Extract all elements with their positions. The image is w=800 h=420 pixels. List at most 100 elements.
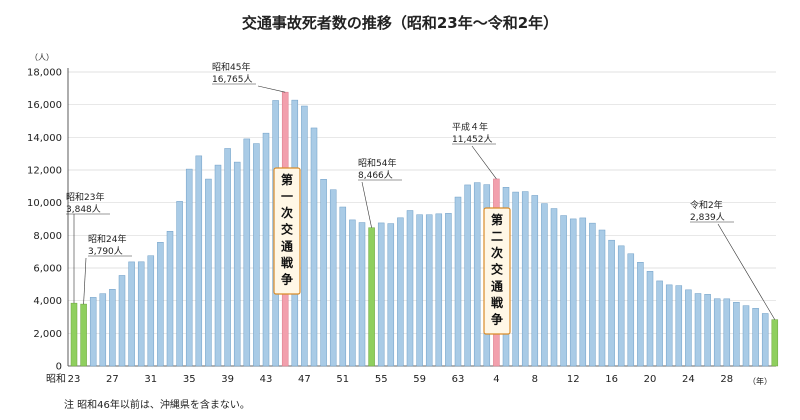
bar xyxy=(349,219,356,367)
bar xyxy=(627,253,635,367)
period-box-char: 二 xyxy=(491,230,503,244)
y-tick-label: 18,000 xyxy=(27,68,62,79)
annotation-label: 昭和45年 xyxy=(212,61,250,73)
x-tick-label: 4 xyxy=(493,374,499,385)
x-tick-label: 31 xyxy=(144,374,157,385)
bar xyxy=(425,214,433,367)
annotation-value: 8,466人 xyxy=(358,170,393,181)
y-tick-label: 2,000 xyxy=(33,329,62,340)
x-tick-label: 63 xyxy=(452,374,465,385)
bar xyxy=(80,303,87,367)
period-box-char: 次 xyxy=(491,245,503,260)
annotation-label: 昭和24年 xyxy=(88,233,126,245)
bar xyxy=(665,284,673,367)
x-tick-label: 16 xyxy=(605,374,618,385)
x-tick-label: 12 xyxy=(567,374,580,385)
annotation-leader xyxy=(361,181,372,228)
bar xyxy=(589,222,596,367)
bar xyxy=(128,261,135,367)
bar xyxy=(310,127,318,367)
bar xyxy=(416,214,423,367)
bar xyxy=(233,161,241,367)
x-tick-label: 35 xyxy=(183,374,196,385)
bar xyxy=(147,255,155,367)
x-tick-label: 23 xyxy=(68,374,81,385)
bar xyxy=(89,297,97,367)
bar xyxy=(70,302,78,367)
bar xyxy=(713,298,721,367)
x-tick-label: 28 xyxy=(720,374,733,385)
bar xyxy=(617,245,625,367)
bar xyxy=(752,308,759,367)
annotation-leader xyxy=(471,145,497,180)
annotation-label: 昭和23年 xyxy=(66,191,104,203)
x-tick-label: 55 xyxy=(375,374,388,385)
bar xyxy=(377,222,385,367)
bar xyxy=(387,223,395,367)
x-tick-label: 8 xyxy=(532,374,538,385)
annotation-leader xyxy=(257,85,286,93)
bar xyxy=(368,227,375,367)
x-tick-label: 47 xyxy=(298,374,311,385)
x-unit-label: （年） xyxy=(748,376,772,386)
annotation-value: 16,765人 xyxy=(212,74,253,85)
period-box-char: 争 xyxy=(281,271,293,286)
period-box xyxy=(273,167,301,295)
chart-title: 交通事故死者数の推移（昭和23年〜令和2年） xyxy=(242,14,558,32)
bar xyxy=(224,148,231,367)
x-tick-label: 39 xyxy=(221,374,234,385)
period-box-char: 交 xyxy=(491,262,503,277)
bars xyxy=(70,91,779,367)
bar xyxy=(723,298,731,367)
x-tick-label: 27 xyxy=(106,374,119,385)
y-tick-label: 16,000 xyxy=(27,100,62,111)
y-tick-label: 6,000 xyxy=(33,264,62,275)
y-tick-label: 12,000 xyxy=(27,166,62,177)
x-tick-label: 43 xyxy=(260,374,273,385)
y-tick-label: 4,000 xyxy=(33,296,62,307)
period-box-char: 戦 xyxy=(491,295,504,310)
bar xyxy=(205,178,212,367)
annotation-label: 令和2年 xyxy=(690,199,723,211)
period-box-char: 戦 xyxy=(281,255,294,270)
period-box xyxy=(483,207,511,335)
bar xyxy=(243,138,251,367)
period-box-char: 争 xyxy=(491,311,503,326)
period-box-char: 次 xyxy=(281,205,293,220)
bar xyxy=(608,239,615,367)
bar xyxy=(262,132,270,367)
bar xyxy=(109,289,116,367)
bar xyxy=(157,242,164,367)
bar xyxy=(397,217,404,367)
y-tick-label: 14,000 xyxy=(27,133,62,144)
x-tick-label: 昭和 xyxy=(46,373,66,385)
bar xyxy=(329,189,337,367)
bar xyxy=(454,196,462,367)
annotation-value: 3,848人 xyxy=(66,204,101,215)
bar xyxy=(550,208,558,367)
bar xyxy=(253,143,260,367)
bar xyxy=(742,305,750,367)
bar xyxy=(214,164,222,367)
period-box-char: 通 xyxy=(491,278,503,293)
bar xyxy=(694,293,702,367)
period-box-char: 第 xyxy=(491,212,503,227)
bar xyxy=(761,313,769,367)
bar xyxy=(685,289,692,367)
bar xyxy=(99,293,107,367)
x-tick-label: 24 xyxy=(682,374,695,385)
bar xyxy=(320,179,327,367)
bar xyxy=(406,210,414,367)
bar xyxy=(445,213,452,367)
x-axis: 昭和 23 27 31 35 39 43 47 51 55 59 63 4 8 12 16 20 24 28 xyxy=(46,373,733,385)
x-tick-label: 20 xyxy=(644,374,657,385)
annotation-leader xyxy=(83,257,87,305)
bar xyxy=(118,275,126,367)
x-tick-label: 51 xyxy=(336,374,349,385)
bar xyxy=(339,206,347,367)
period-box-char: 一 xyxy=(281,190,293,204)
bar xyxy=(137,261,145,367)
annotation-label: 昭和54年 xyxy=(358,157,396,169)
